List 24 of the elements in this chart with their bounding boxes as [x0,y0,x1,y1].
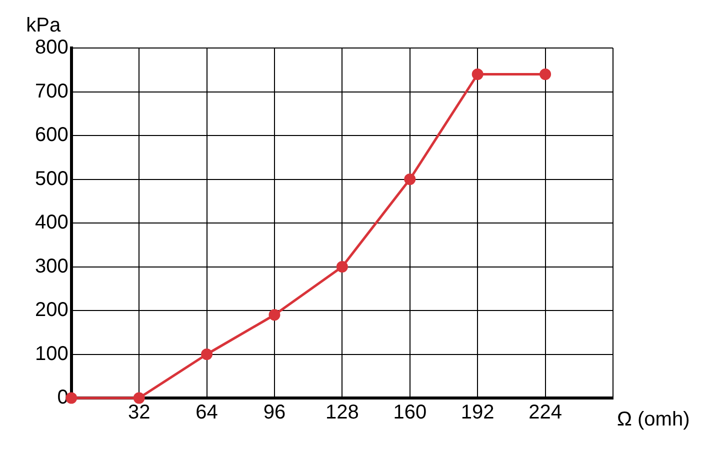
y-tick-label: 400 [34,212,68,234]
y-tick-label: 600 [34,124,68,146]
x-tick-label: 224 [528,402,562,424]
y-tick-label: 300 [34,255,68,278]
point [336,261,348,272]
y-tick-label: 700 [34,80,68,102]
point [472,68,484,80]
x-tick-label: 32 [128,402,150,424]
point [540,68,552,80]
point [133,392,145,404]
x-tick-label: 96 [263,402,286,424]
x-tick-label: 64 [196,402,218,424]
point [268,309,280,321]
y-tick-label: 500 [34,168,68,190]
x-tick-label: 160 [393,402,427,424]
y-axis-title: kPa [26,14,62,37]
y-tick-label: 800 [34,36,68,59]
x-tick-label: 128 [325,402,359,424]
y-tick-label: 200 [34,299,68,322]
point [404,174,416,185]
x-axis-title: Ω (omh) [617,408,690,431]
point [201,348,213,360]
x-tick-label: 192 [460,402,494,424]
y-tick-label: 100 [34,342,68,365]
